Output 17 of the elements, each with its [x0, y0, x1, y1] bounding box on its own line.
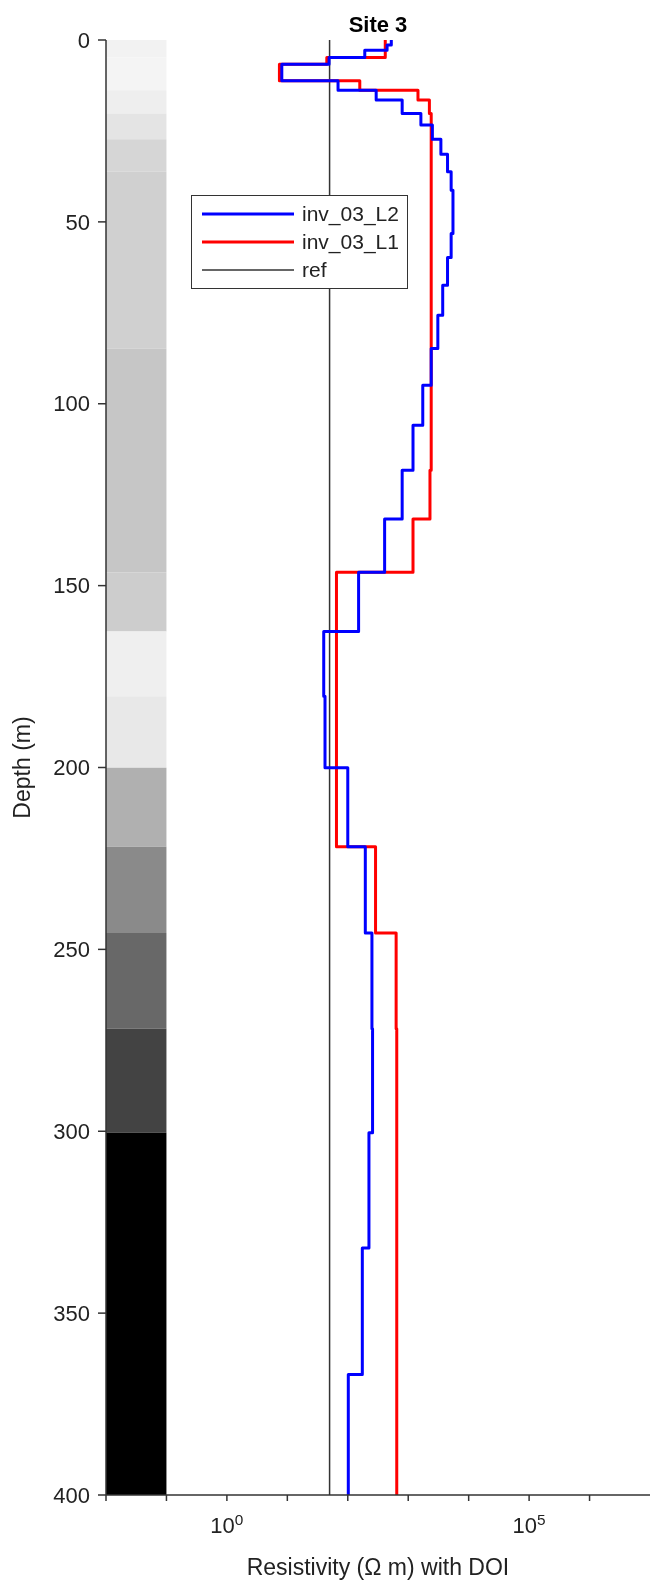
y-tick-label: 150: [53, 573, 90, 599]
y-axis-title: Depth (m): [9, 716, 36, 819]
y-tick-label: 250: [53, 937, 90, 963]
y-tick-label: 50: [65, 209, 90, 235]
legend-label: inv_03_L1: [302, 230, 399, 254]
x-tick-label: 10$^{0}$: [210, 1510, 244, 1538]
y-tick-label: 200: [53, 755, 90, 781]
y-tick-label: 350: [53, 1300, 90, 1326]
x-axis-title: Resistivity (Ω m) with DOI: [246, 1554, 510, 1580]
ref-line-label: ref: [302, 258, 327, 282]
legend-label: inv_03_L2: [302, 202, 399, 226]
chart-title: Site 3: [347, 12, 409, 38]
y-tick-label: 100: [53, 391, 90, 417]
y-tick-label: 400: [53, 1482, 90, 1508]
y-tick-label: 300: [53, 1118, 90, 1144]
y-tick-label: 0: [77, 27, 90, 53]
x-tick-label: 10$^{5}$: [512, 1510, 546, 1538]
